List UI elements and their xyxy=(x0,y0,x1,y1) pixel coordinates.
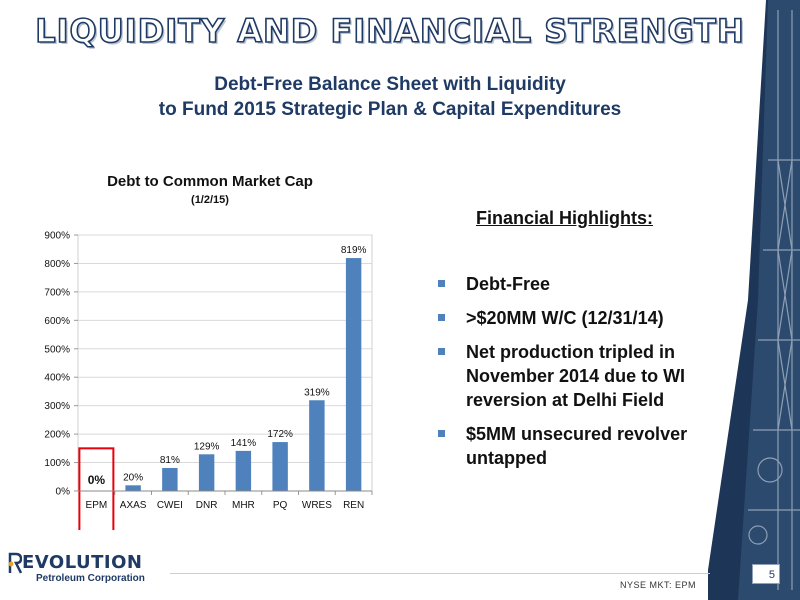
bar xyxy=(198,454,215,491)
chart-title: Debt to Common Market Cap xyxy=(107,173,313,190)
highlight-box xyxy=(78,447,115,530)
bar-chart: 0% 100% 200% 300% 400% 500% 600% 700% 800% 900% 0%… xyxy=(44,231,373,530)
x-tick-label: WRES xyxy=(302,500,332,511)
square-bullet-icon xyxy=(438,348,445,355)
y-tick-label: 500% xyxy=(44,344,70,355)
plot-area-frame xyxy=(77,234,373,492)
y-tick-label: 700% xyxy=(44,287,70,298)
page-number: 5 xyxy=(752,564,780,584)
highlight-item: >$20MM W/C (12/31/14) xyxy=(432,306,732,330)
highlights-list: Debt-Free >$20MM W/C (12/31/14) Net prod… xyxy=(432,272,732,480)
square-bullet-icon xyxy=(438,430,445,437)
highlight-item: Net production tripled in November 2014 … xyxy=(432,340,732,412)
slide-subtitle-line1: Debt-Free Balance Sheet with Liquidity xyxy=(214,74,566,95)
square-bullet-icon xyxy=(438,280,445,287)
bar xyxy=(162,467,178,491)
stock-ticker: NYSE MKT: EPM xyxy=(620,580,697,590)
bar xyxy=(345,258,362,491)
y-tick-label: 300% xyxy=(44,401,70,412)
slide-title: LIQUIDITY AND FINANCIAL STRENGTH xyxy=(34,11,745,51)
r-logo-mark-icon xyxy=(8,552,22,574)
data-label: 319% xyxy=(304,387,330,398)
highlight-item: Debt-Free xyxy=(432,272,732,296)
data-label: 819% xyxy=(341,245,367,256)
data-label: 0% xyxy=(88,473,106,487)
highlight-text: Net production tripled in November 2014 … xyxy=(466,342,686,410)
x-tick-label: REN xyxy=(343,500,364,511)
highlight-text: Debt-Free xyxy=(466,274,551,294)
y-tick-label: 200% xyxy=(44,430,70,441)
x-tick-label: DNR xyxy=(196,500,218,511)
y-tick-label: 600% xyxy=(44,316,70,327)
data-label: 81% xyxy=(160,455,180,466)
x-tick-label: PQ xyxy=(273,500,288,511)
highlight-text: >$20MM W/C (12/31/14) xyxy=(466,308,664,328)
data-label: 141% xyxy=(231,438,257,449)
company-logo: EVOLUTION Petroleum Corporation xyxy=(8,552,158,588)
data-label: 129% xyxy=(194,441,220,452)
highlights-title: Financial Highlights: xyxy=(476,208,654,228)
logo-wordmark: EVOLUTION xyxy=(22,552,143,573)
y-tick-label: 400% xyxy=(44,373,70,384)
x-tick-label: AXAS xyxy=(120,500,147,511)
x-tick-label: CWEI xyxy=(157,500,183,511)
y-tick-label: 900% xyxy=(44,231,70,242)
data-label: 172% xyxy=(267,429,293,440)
chart-subtitle: (1/2/15) xyxy=(191,194,229,206)
logo-tagline: Petroleum Corporation xyxy=(36,573,145,584)
highlight-text: $5MM unsecured revolver untapped xyxy=(466,424,688,468)
data-label: 20% xyxy=(123,472,143,483)
bar xyxy=(309,400,325,491)
y-tick-label: 0% xyxy=(56,487,71,498)
bar xyxy=(125,485,141,491)
highlight-item: $5MM unsecured revolver untapped xyxy=(432,422,732,470)
x-tick-label: MHR xyxy=(232,500,255,511)
bar xyxy=(272,442,288,491)
slide-subtitle-line2: to Fund 2015 Strategic Plan & Capital Ex… xyxy=(158,99,622,120)
y-tick-label: 800% xyxy=(44,259,70,270)
y-tick-label: 100% xyxy=(44,458,70,469)
square-bullet-icon xyxy=(438,314,445,321)
oil-rig-sidebar-image xyxy=(708,0,800,600)
bar xyxy=(235,450,252,491)
x-tick-label: EPM xyxy=(86,500,108,511)
footer-divider xyxy=(170,573,710,574)
